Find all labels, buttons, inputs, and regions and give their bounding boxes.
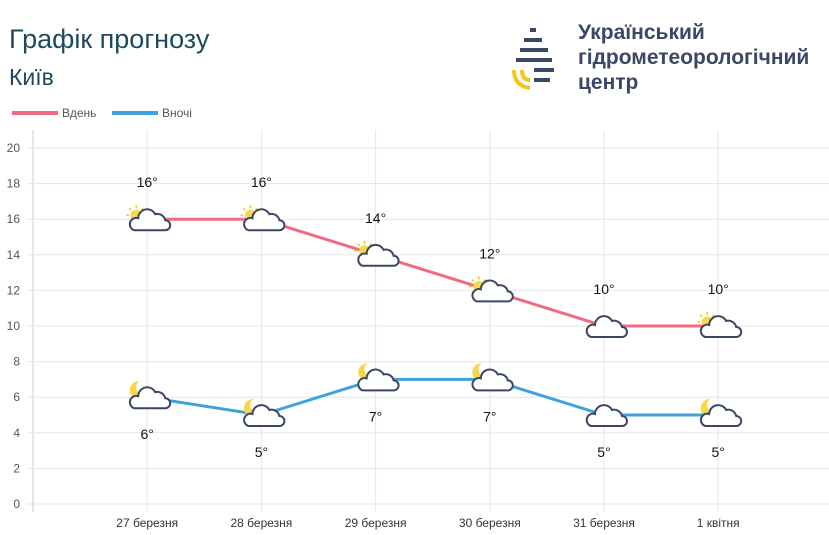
y-tick-label: 12 bbox=[7, 283, 21, 297]
partly-cloudy-night-icon bbox=[357, 363, 400, 392]
data-label: 7° bbox=[369, 408, 382, 424]
y-tick-label: 16 bbox=[7, 212, 21, 226]
data-label: 16° bbox=[251, 174, 272, 190]
partly-sunny-icon bbox=[354, 240, 400, 267]
y-tick-label: 4 bbox=[13, 426, 20, 440]
city-name: Київ bbox=[9, 64, 54, 90]
logo-icon bbox=[512, 28, 554, 90]
x-tick-label: 28 березня bbox=[230, 516, 292, 530]
data-label: 14° bbox=[365, 210, 386, 226]
x-tick-label: 31 березня bbox=[573, 516, 635, 530]
x-tick-label: 27 березня bbox=[116, 516, 178, 530]
y-tick-label: 20 bbox=[7, 141, 21, 155]
x-tick-label: 1 квітня bbox=[697, 516, 740, 530]
legend-label[interactable]: Вдень bbox=[62, 106, 96, 120]
data-label: 5° bbox=[712, 444, 725, 460]
page-title: Графік прогнозу bbox=[9, 24, 210, 54]
data-label: 12° bbox=[479, 245, 500, 261]
org-line-1: Український bbox=[578, 21, 705, 44]
partly-sunny-icon bbox=[126, 205, 172, 232]
data-label: 7° bbox=[483, 408, 496, 424]
y-tick-label: 6 bbox=[13, 390, 20, 404]
x-tick-label: 30 березня bbox=[459, 516, 521, 530]
y-tick-label: 10 bbox=[7, 319, 21, 333]
y-tick-label: 14 bbox=[7, 248, 21, 262]
legend-label[interactable]: Вночі bbox=[162, 106, 192, 120]
cloud-icon bbox=[585, 404, 628, 427]
data-label: 5° bbox=[597, 444, 610, 460]
series-line-night bbox=[146, 377, 719, 417]
data-label: 5° bbox=[255, 444, 268, 460]
org-line-3: центр bbox=[578, 71, 639, 94]
cloud-icon bbox=[585, 315, 628, 338]
partly-cloudy-night-icon bbox=[243, 398, 286, 427]
data-label: 10° bbox=[708, 281, 729, 297]
partly-cloudy-night-icon bbox=[128, 381, 172, 410]
data-label: 10° bbox=[593, 281, 614, 297]
partly-cloudy-night-icon bbox=[699, 398, 743, 427]
x-tick-label: 29 березня bbox=[345, 516, 407, 530]
partly-sunny-icon bbox=[240, 205, 286, 232]
y-tick-label: 18 bbox=[7, 177, 21, 191]
data-label: 6° bbox=[141, 426, 154, 442]
series-line-day bbox=[147, 217, 719, 328]
partly-sunny-icon bbox=[697, 312, 743, 338]
org-line-2: гідрометеорологічний bbox=[578, 46, 810, 69]
y-tick-label: 8 bbox=[13, 355, 20, 369]
y-tick-label: 2 bbox=[13, 461, 20, 475]
data-label: 16° bbox=[137, 174, 158, 190]
partly-cloudy-night-icon bbox=[471, 363, 514, 392]
organization-name: Український гідрометеорологічний центр bbox=[578, 20, 809, 95]
partly-sunny-icon bbox=[468, 276, 514, 303]
y-tick-label: 0 bbox=[13, 497, 20, 511]
